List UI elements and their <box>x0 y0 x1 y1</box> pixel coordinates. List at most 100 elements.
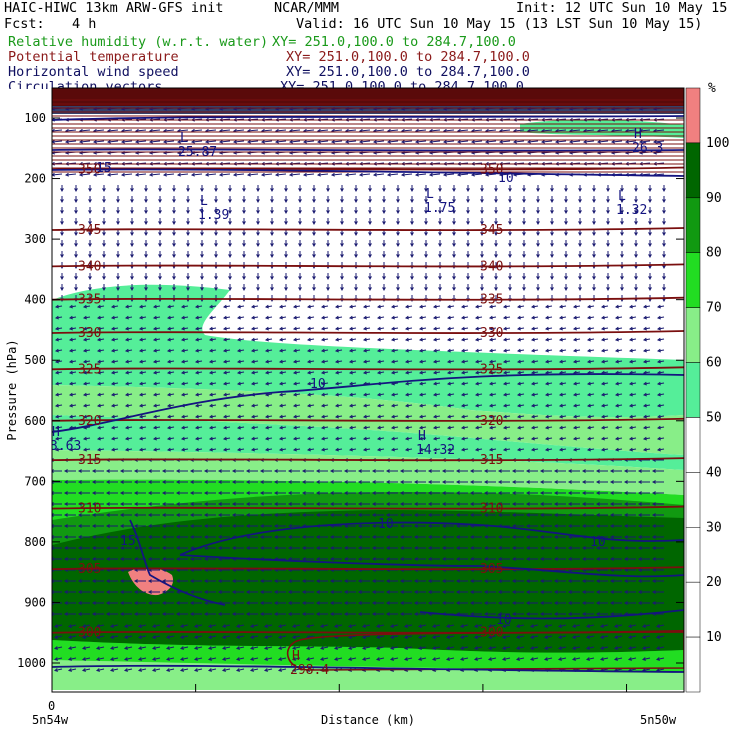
vector-arrowhead <box>147 513 152 517</box>
vector-arrow <box>233 129 245 132</box>
theta-contour-325 <box>52 366 684 371</box>
vector-arrowhead <box>320 326 325 331</box>
vector-arrowhead <box>334 326 339 331</box>
vector-arrowhead <box>88 243 92 248</box>
vector-arrowhead <box>82 359 87 364</box>
extremum-value: 25.87 <box>178 145 217 160</box>
vector-arrowhead <box>67 646 73 650</box>
vector-arrowhead <box>144 254 148 259</box>
vector-arrowhead <box>525 469 530 473</box>
vector-arrowhead <box>445 657 451 661</box>
vector-arrowhead <box>508 254 512 259</box>
vector-arrow <box>513 129 525 132</box>
vector-arrowhead <box>144 243 148 248</box>
vector-arrowhead <box>497 579 502 583</box>
vector-arrowhead <box>106 139 111 144</box>
vector-arrowhead <box>648 287 652 292</box>
vector-arrowhead <box>273 480 278 484</box>
vector-arrowhead <box>623 601 628 605</box>
vector-arrowhead <box>208 436 213 441</box>
vector-arrowhead <box>74 221 78 226</box>
vector-arrow <box>530 657 539 660</box>
vector-arrow <box>52 173 63 176</box>
vector-arrowhead <box>600 436 605 441</box>
vector-arrow <box>460 646 469 649</box>
vector-arrowhead <box>553 601 558 605</box>
vector-arrow <box>180 646 189 649</box>
vector-arrowhead <box>614 348 619 353</box>
vector-arrowhead <box>558 381 563 386</box>
vector-arrowhead <box>96 447 101 452</box>
high-marker: H <box>292 649 300 664</box>
vector-arrowhead <box>110 381 115 386</box>
vector-arrowhead <box>166 414 171 419</box>
vector-arrowhead <box>95 635 101 639</box>
vector-arrowhead <box>606 254 610 259</box>
vector-arrowhead <box>539 579 544 583</box>
vector-arrowhead <box>348 315 353 320</box>
vector-arrowhead <box>656 326 661 331</box>
vector-arrowhead <box>424 210 428 215</box>
vector-arrowhead <box>354 210 358 215</box>
vector-arrowhead <box>642 392 647 397</box>
vector-arrowhead <box>64 172 69 177</box>
vector-arrowhead <box>572 392 577 397</box>
vector-arrowhead <box>287 480 292 484</box>
vector-arrowhead <box>217 590 222 594</box>
vector-arrowhead <box>539 480 544 484</box>
vector-arrow <box>138 635 147 638</box>
vector-arrowhead <box>628 392 633 397</box>
vector-arrowhead <box>232 139 237 144</box>
vector-arrowhead <box>581 513 586 517</box>
vector-arrowhead <box>194 315 199 320</box>
vector-arrowhead <box>460 326 465 331</box>
vector-arrowhead <box>284 199 288 204</box>
vector-arrowhead <box>525 491 530 495</box>
vector-arrowhead <box>263 657 269 661</box>
vector-arrowhead <box>194 436 199 441</box>
vector-arrow <box>558 646 567 649</box>
vector-arrowhead <box>340 276 344 281</box>
vector-arrow <box>429 140 441 143</box>
vector-arrowhead <box>96 414 101 419</box>
vector-arrowhead <box>385 601 390 605</box>
vector-arrowhead <box>358 139 363 144</box>
vector-arrowhead <box>109 657 115 661</box>
vector-arrow <box>600 657 609 660</box>
vector-arrowhead <box>166 304 171 309</box>
vector-arrowhead <box>530 414 535 419</box>
vector-arrowhead <box>498 139 503 144</box>
vector-arrowhead <box>165 657 171 661</box>
vector-arrowhead <box>333 657 339 661</box>
vector-arrowhead <box>390 425 395 430</box>
vector-arrowhead <box>376 337 381 342</box>
vector-arrowhead <box>96 392 101 397</box>
vector-arrowhead <box>343 557 348 561</box>
vector-arrowhead <box>67 624 73 628</box>
vector-arrowhead <box>102 199 106 204</box>
wind-contour-0 <box>52 373 684 433</box>
vector-arrowhead <box>424 199 428 204</box>
vector-arrowhead <box>116 287 120 292</box>
vector-arrowhead <box>600 425 605 430</box>
vector-arrowhead <box>298 243 302 248</box>
vector-arrowhead <box>390 392 395 397</box>
vector-arrowhead <box>581 601 586 605</box>
vector-arrowhead <box>77 557 82 561</box>
y-tick-label: 1000 <box>17 656 46 670</box>
vector-arrowhead <box>357 601 362 605</box>
vector-arrowhead <box>455 513 460 517</box>
vector-arrowhead <box>432 326 437 331</box>
vector-arrowhead <box>264 370 269 375</box>
vector-arrowhead <box>137 657 143 661</box>
vector-arrow <box>152 624 161 627</box>
vector-arrowhead <box>656 315 661 320</box>
vector-arrowhead <box>172 254 176 259</box>
vector-arrowhead <box>91 524 96 528</box>
vector-arrowhead <box>516 359 521 364</box>
vector-arrowhead <box>340 287 344 292</box>
vector-arrowhead <box>138 359 143 364</box>
vector-arrow <box>247 140 259 143</box>
vector-arrowhead <box>270 254 274 259</box>
vector-arrowhead <box>133 612 138 616</box>
